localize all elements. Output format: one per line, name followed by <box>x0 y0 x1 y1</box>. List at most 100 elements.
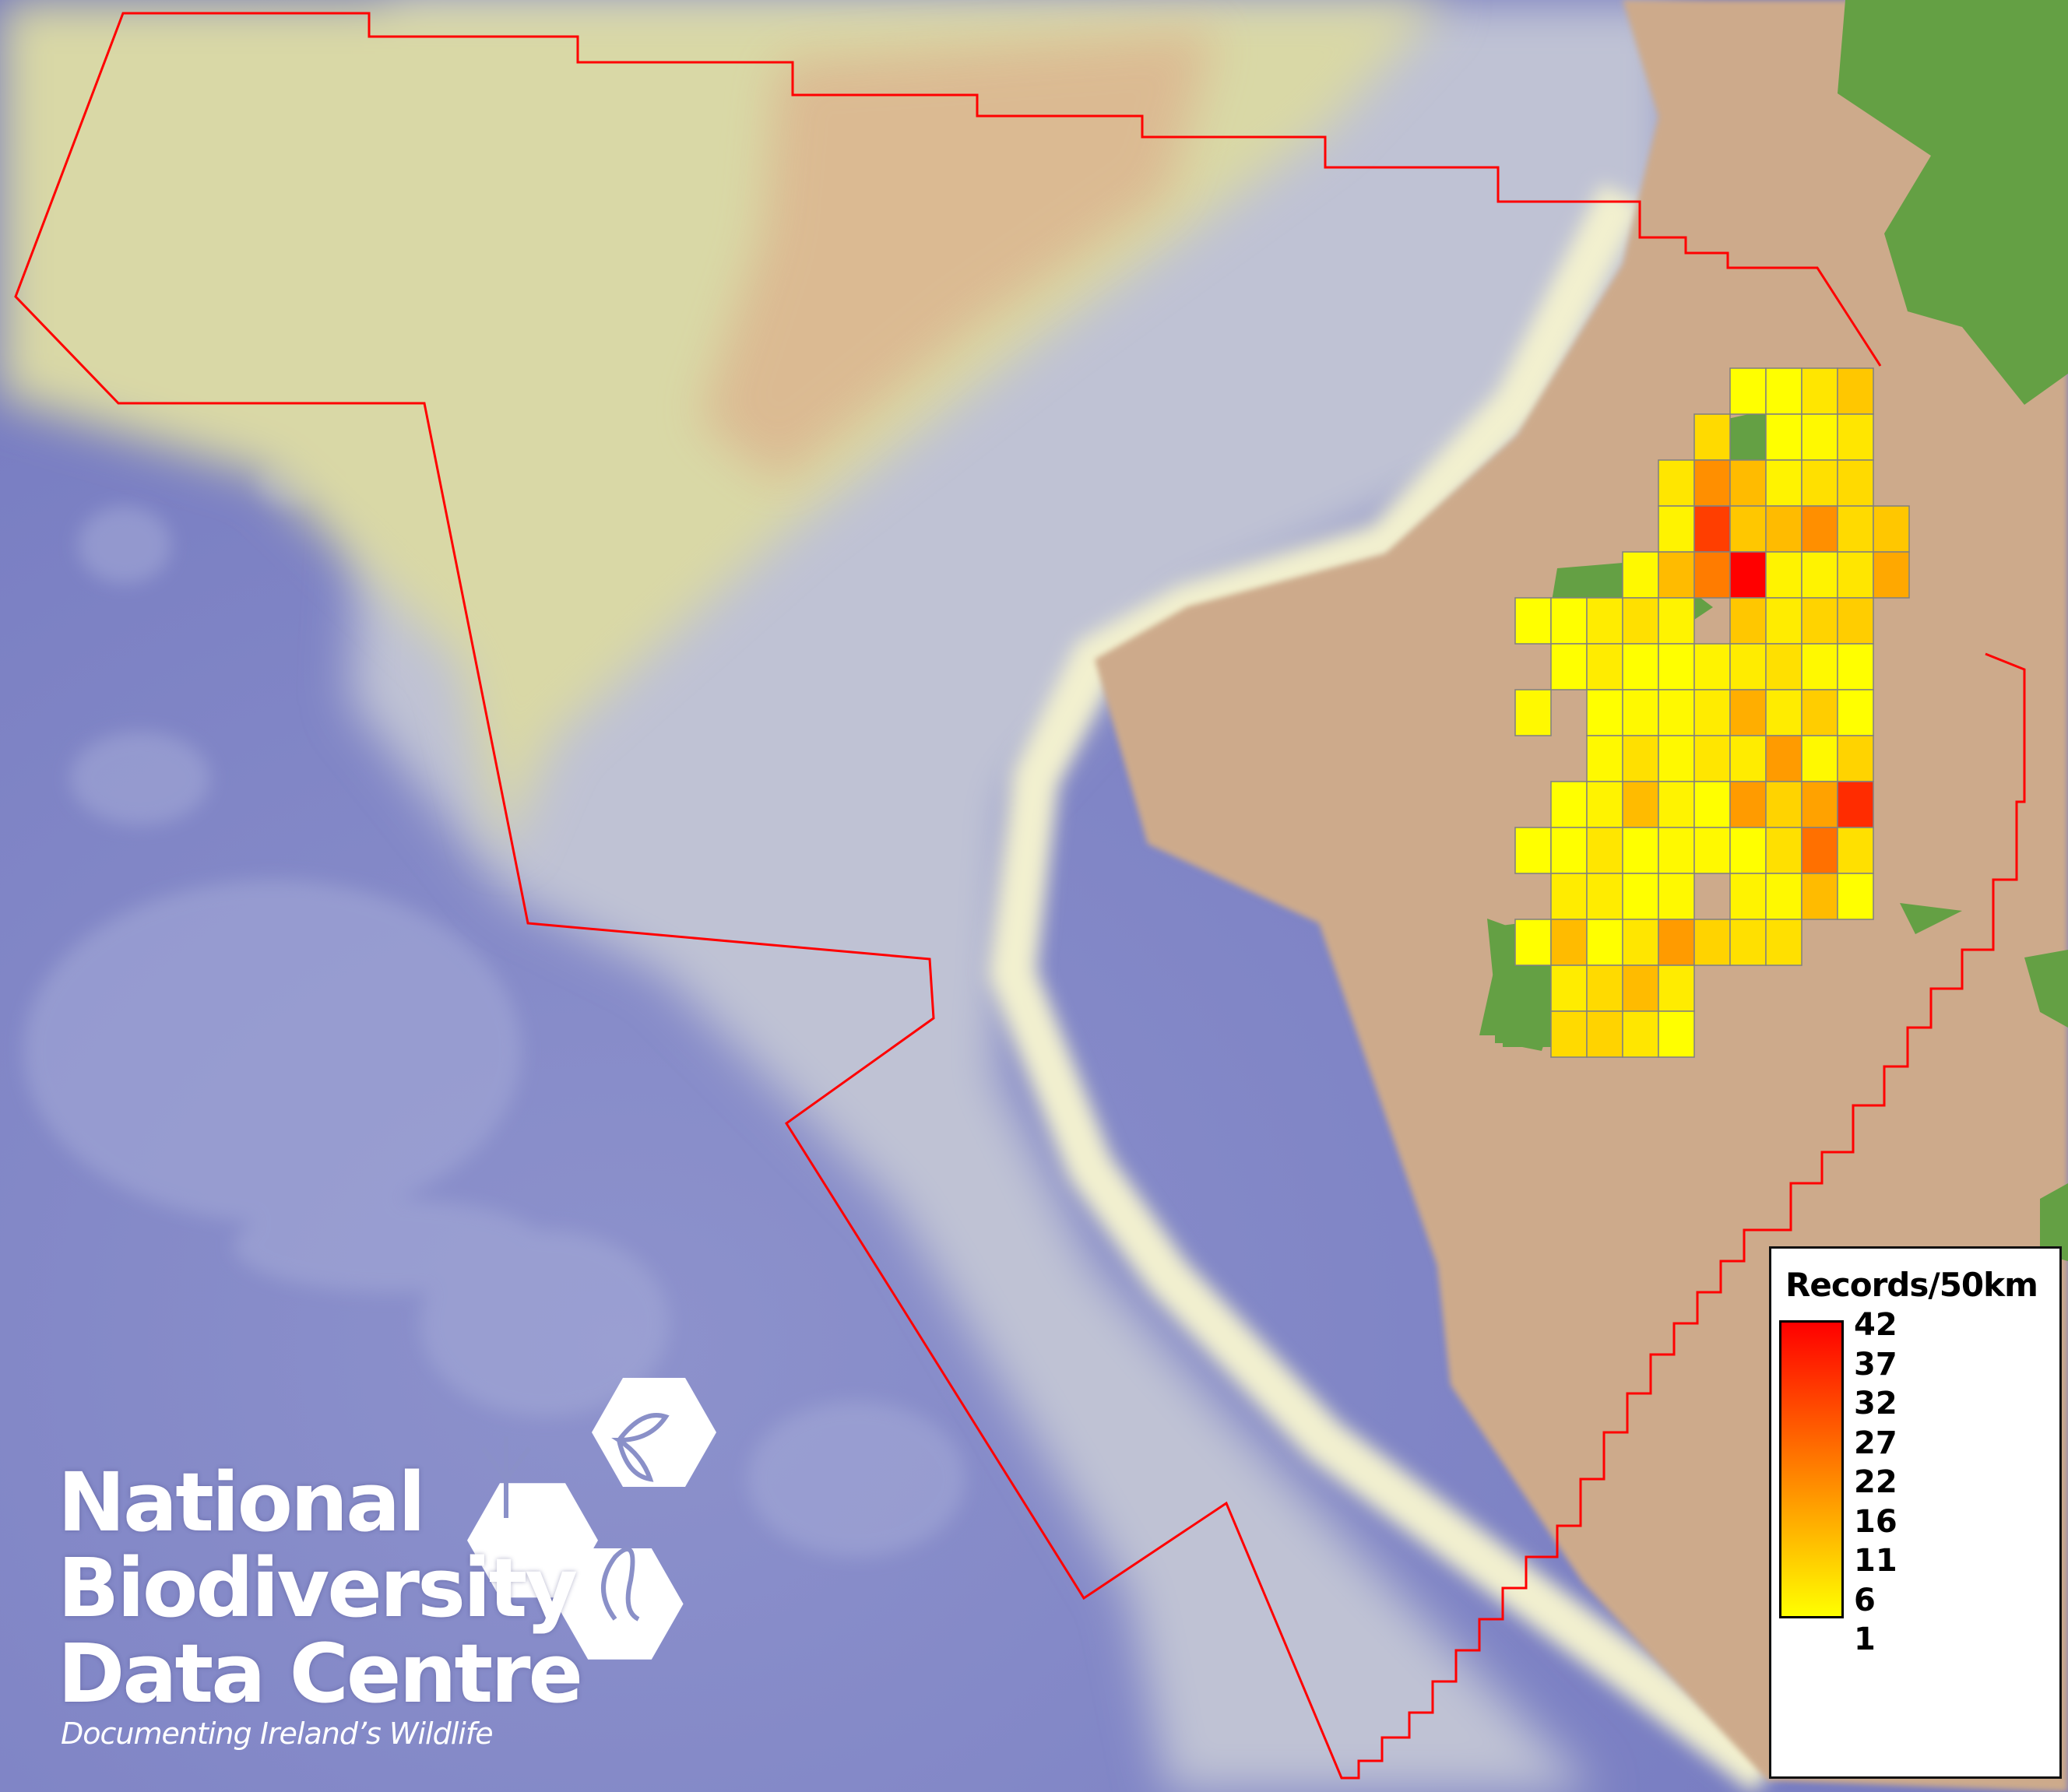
legend-label: 22 <box>1854 1464 1897 1500</box>
grid-cell <box>1729 459 1767 507</box>
seahorse-icon <box>556 1548 684 1660</box>
grid-cell <box>1837 459 1874 507</box>
grid-cell <box>1550 781 1588 828</box>
grid-cell <box>1658 551 1695 599</box>
grid-cell <box>1693 413 1731 461</box>
seafloor-texture <box>23 459 965 1557</box>
grid-cell <box>1658 505 1695 553</box>
grid-cell <box>1765 597 1802 645</box>
grid-cell <box>1729 873 1767 920</box>
grid-cell <box>1729 919 1767 966</box>
grid-cell <box>1550 643 1588 690</box>
grid-cell <box>1729 505 1767 553</box>
grid-cell <box>1550 827 1588 874</box>
map-legend: Records/50km 42 37 32 27 22 16 11 6 1 <box>1769 1246 2062 1779</box>
grid-cell <box>1658 643 1695 690</box>
legend-label: 27 <box>1854 1425 1897 1461</box>
grid-cell <box>1622 827 1659 874</box>
tree-icon <box>467 1483 598 1598</box>
grid-cell <box>1765 551 1802 599</box>
grid-cell <box>1622 643 1659 690</box>
grid-cell <box>1693 459 1731 507</box>
grid-cell <box>1622 919 1659 966</box>
grid-cell <box>1658 597 1695 645</box>
grid-cell <box>1658 781 1695 828</box>
grid-cell <box>1693 643 1731 690</box>
grid-cell <box>1837 689 1874 736</box>
grid-cell <box>1729 827 1767 874</box>
grid-cell <box>1693 919 1731 966</box>
grid-cell <box>1765 505 1802 553</box>
grid-cell <box>1693 505 1731 553</box>
grid-cell <box>1622 1010 1659 1058</box>
legend-label: 32 <box>1854 1386 1897 1421</box>
grid-cell <box>1693 551 1731 599</box>
grid-cell <box>1550 873 1588 920</box>
grid-cell <box>1550 1010 1588 1058</box>
grid-cell <box>1622 597 1659 645</box>
legend-label: 42 <box>1854 1307 1897 1343</box>
grid-cell <box>1765 919 1802 966</box>
grid-cell <box>1801 689 1838 736</box>
grid-cell <box>1693 735 1731 782</box>
grid-cell <box>1729 689 1767 736</box>
grid-cell <box>1729 781 1767 828</box>
grid-cell <box>1873 551 1910 599</box>
legend-label: 37 <box>1854 1346 1897 1383</box>
ndbc-logo-mark <box>467 1378 716 1660</box>
legend-color-ramp <box>1779 1320 1844 1618</box>
grid-cell <box>1622 873 1659 920</box>
grid-cell <box>1801 551 1838 599</box>
grid-cell <box>1801 827 1838 874</box>
grid-cell <box>1586 1010 1623 1058</box>
grid-cell <box>1586 643 1623 690</box>
grid-cell <box>1765 689 1802 736</box>
grid-cell <box>1765 413 1802 461</box>
grid-cell <box>1550 965 1588 1012</box>
grid-cell <box>1658 827 1695 874</box>
grid-cell <box>1658 459 1695 507</box>
grid-cell <box>1586 781 1623 828</box>
grid-cell <box>1837 827 1874 874</box>
grid-cell <box>1801 873 1838 920</box>
grid-cell <box>1658 689 1695 736</box>
grid-cell <box>1622 689 1659 736</box>
grid-cell <box>1801 459 1838 507</box>
grid-cell <box>1765 873 1802 920</box>
grid-cell <box>1693 781 1731 828</box>
grid-cell <box>1765 459 1802 507</box>
grid-cell <box>1765 781 1802 828</box>
grid-cell <box>1658 1010 1695 1058</box>
grid-cell <box>1837 597 1874 645</box>
grid-cell <box>1801 781 1838 828</box>
legend-label: 6 <box>1854 1582 1876 1618</box>
grid-cell <box>1622 551 1659 599</box>
grid-cell <box>1658 965 1695 1012</box>
grid-cell <box>1514 919 1552 966</box>
grid-cell <box>1801 413 1838 461</box>
grid-cell <box>1801 597 1838 645</box>
grid-cell <box>1658 873 1695 920</box>
shelf-edge-highlight <box>988 184 1782 1792</box>
legend-label: 1 <box>1854 1622 1876 1657</box>
grid-cell <box>1837 367 1874 415</box>
legend-label: 11 <box>1854 1543 1897 1579</box>
grid-cell <box>1837 413 1874 461</box>
grid-cell <box>1622 781 1659 828</box>
grid-cell <box>1658 735 1695 782</box>
grid-cell <box>1550 919 1588 966</box>
grid-cell <box>1765 735 1802 782</box>
grid-cell <box>1586 919 1623 966</box>
grid-cell <box>1765 643 1802 690</box>
grid-cell <box>1693 827 1731 874</box>
logo-text-data-centre: Data Centre <box>58 1626 583 1721</box>
grid-cell <box>1801 735 1838 782</box>
grid-cell <box>1729 551 1767 599</box>
grid-cell <box>1801 505 1838 553</box>
logo-tagline: Documenting Ireland’s Wildlife <box>61 1716 494 1751</box>
grid-cell <box>1837 551 1874 599</box>
grid-cell <box>1514 827 1552 874</box>
grid-cell <box>1765 827 1802 874</box>
logo-text-national: National <box>58 1455 426 1550</box>
